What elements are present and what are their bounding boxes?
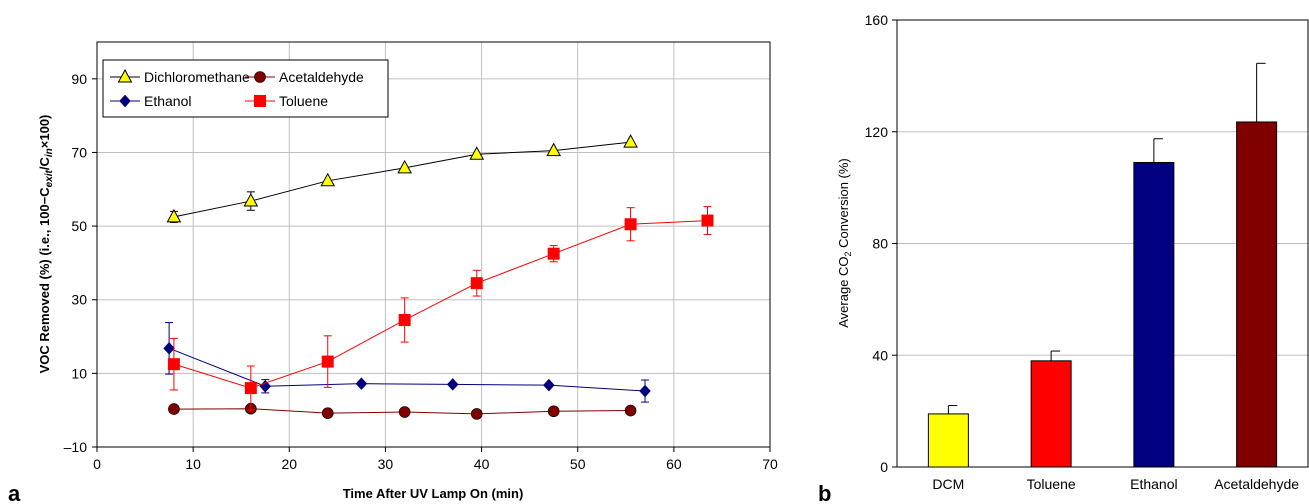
- bar-chart-bars: [927, 62, 1278, 468]
- data-point: [398, 313, 411, 326]
- data-point: [639, 384, 651, 398]
- bar-toluene: [1030, 360, 1072, 468]
- data-point: [623, 134, 638, 148]
- data-point: [469, 146, 485, 160]
- y-tick-label: –10: [64, 439, 88, 455]
- line-chart-plot-area: [96, 41, 771, 448]
- bar-y-tick-label: 120: [865, 124, 889, 140]
- data-point: [168, 403, 180, 415]
- bar-category-label: Toluene: [1027, 476, 1076, 492]
- y-tick-label: 90: [71, 71, 87, 87]
- x-tick-label: 10: [185, 456, 201, 472]
- data-point: [321, 355, 334, 368]
- data-point: [701, 214, 714, 227]
- y-tick-label: 50: [71, 218, 87, 234]
- x-axis-title: Time After UV Lamp On (min): [343, 486, 524, 501]
- legend-marker: [117, 68, 133, 83]
- series-ethanol: [163, 322, 651, 403]
- series-toluene: [167, 206, 714, 411]
- data-point: [397, 159, 412, 174]
- legend-marker: [254, 71, 266, 83]
- x-tick-label: 30: [378, 456, 394, 472]
- y-tick-label: 70: [71, 144, 87, 160]
- y-axis-title: VOC Removed (%) (i.e., 100−Cexit/Cin×100…: [37, 115, 55, 374]
- bar-dcm: [927, 413, 969, 468]
- data-point: [243, 193, 259, 207]
- data-point: [163, 341, 175, 355]
- line-chart-panel: 0 10 20 30 40 50 60 70 –10 10 30 50 70 90 Dichloromet…: [8, 41, 778, 504]
- data-point: [166, 208, 182, 223]
- bar-ethanol: [1133, 161, 1175, 468]
- x-tick-label: 40: [474, 456, 490, 472]
- legend-label: Dichloromethane: [144, 69, 250, 85]
- bar-chart-ticks: 0 40 80 120 160 DCM Toluene Ethanol Acetaldehyde: [865, 12, 1300, 492]
- legend-label: Toluene: [279, 93, 328, 109]
- bar-y-tick-label: 160: [865, 12, 889, 28]
- data-point: [320, 172, 336, 187]
- legend-entry: Ethanol: [110, 93, 191, 109]
- series-acetaldehyde: [168, 402, 637, 420]
- bar-y-axis-title: Average CO2 Conversion (%): [836, 158, 853, 328]
- data-point: [543, 378, 555, 392]
- x-tick-label: 50: [570, 456, 586, 472]
- legend-marker: [254, 95, 266, 107]
- bar-y-tick-label: 80: [872, 236, 888, 252]
- data-point: [547, 247, 560, 260]
- data-point: [398, 406, 411, 418]
- data-point: [167, 358, 180, 371]
- data-point: [546, 142, 562, 157]
- legend-marker: [119, 94, 131, 108]
- data-point: [470, 408, 483, 420]
- data-point: [446, 378, 459, 391]
- data-point: [244, 382, 257, 395]
- line-chart-legend: Dichloromethane Acetaldehyde Ethanol Toluen…: [102, 59, 389, 118]
- legend-entry: Acetaldehyde: [245, 69, 364, 85]
- bar-y-tick-label: 40: [872, 347, 888, 363]
- bar-chart-panel: 0 40 80 120 160 DCM Toluene Ethanol Acetaldehyde…: [818, 12, 1309, 504]
- bar-category-label: Acetaldehyde: [1214, 476, 1299, 492]
- line-chart-series: [163, 134, 714, 420]
- series-line: [168, 347, 646, 392]
- x-tick-label: 20: [281, 456, 297, 472]
- y-tick-label: 30: [71, 292, 87, 308]
- x-tick-label: 60: [666, 456, 682, 472]
- series-line: [173, 141, 631, 218]
- panel-b-label: b: [818, 481, 831, 504]
- legend-label: Acetaldehyde: [279, 69, 364, 85]
- bar-category-label: Ethanol: [1130, 476, 1177, 492]
- series-dichloromethane: [166, 134, 638, 223]
- data-point: [470, 277, 483, 290]
- legend-entry: Dichloromethane: [110, 68, 250, 85]
- data-point: [355, 377, 368, 391]
- bar-acetaldehyde: [1236, 121, 1278, 468]
- line-chart-ticks: 0 10 20 30 40 50 60 70 –10 10 30 50 70 90: [64, 71, 778, 472]
- legend-entry: Toluene: [245, 93, 328, 109]
- y-tick-label: 10: [71, 365, 87, 381]
- x-tick-label: 0: [93, 456, 101, 472]
- data-point: [624, 218, 637, 231]
- panel-a-label: a: [8, 481, 21, 504]
- data-point: [624, 404, 637, 417]
- bar-y-tick-label: 0: [880, 459, 888, 475]
- data-point: [321, 407, 334, 419]
- series-line: [173, 220, 708, 389]
- data-point: [547, 405, 560, 418]
- bar-category-label: DCM: [932, 476, 964, 492]
- legend-label: Ethanol: [144, 93, 191, 109]
- x-tick-label: 70: [762, 456, 778, 472]
